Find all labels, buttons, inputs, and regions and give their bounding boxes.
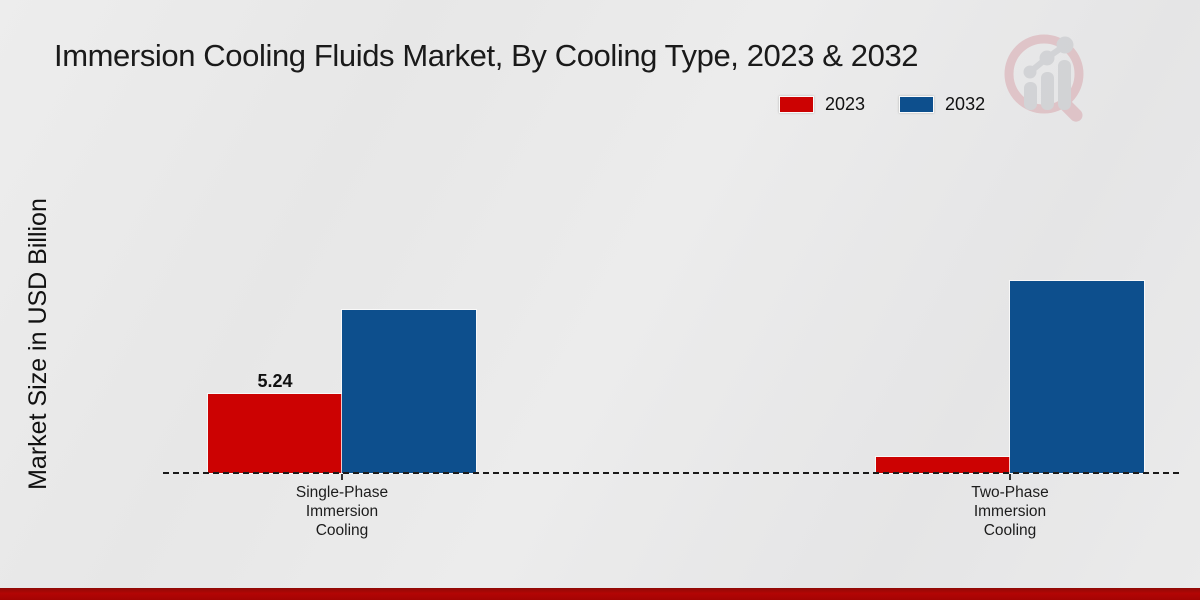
bottom-accent-band (0, 588, 1200, 600)
bar-2032-single-phase-immersion-cooling (341, 309, 477, 474)
category-label-two-phase-immersion-cooling: Two-Phase Immersion Cooling (971, 484, 1049, 539)
legend-swatch-2023 (779, 96, 814, 113)
x-axis-tick-two-phase-immersion-cooling (1009, 474, 1011, 480)
legend: 2023 2032 (779, 94, 985, 115)
chart-title: Immersion Cooling Fluids Market, By Cool… (54, 38, 919, 73)
legend-item-2023: 2023 (779, 94, 865, 115)
bar-value-label-2023-single-phase-immersion-cooling: 5.24 (257, 371, 293, 391)
bar-2032-two-phase-immersion-cooling (1009, 280, 1145, 474)
category-label-single-phase-immersion-cooling: Single-Phase Immersion Cooling (295, 484, 389, 539)
legend-label-2032: 2032 (945, 94, 986, 114)
legend-item-2032: 2032 (899, 94, 985, 115)
x-axis-baseline (163, 472, 1182, 474)
legend-swatch-2032 (899, 96, 935, 113)
bar-2023-two-phase-immersion-cooling (875, 456, 1011, 474)
x-axis-tick-single-phase-immersion-cooling (341, 474, 343, 480)
magnifier-bar-chart-logo-icon (1004, 34, 1084, 122)
bar-2023-single-phase-immersion-cooling (207, 393, 343, 474)
legend-label-2023: 2023 (825, 94, 866, 114)
